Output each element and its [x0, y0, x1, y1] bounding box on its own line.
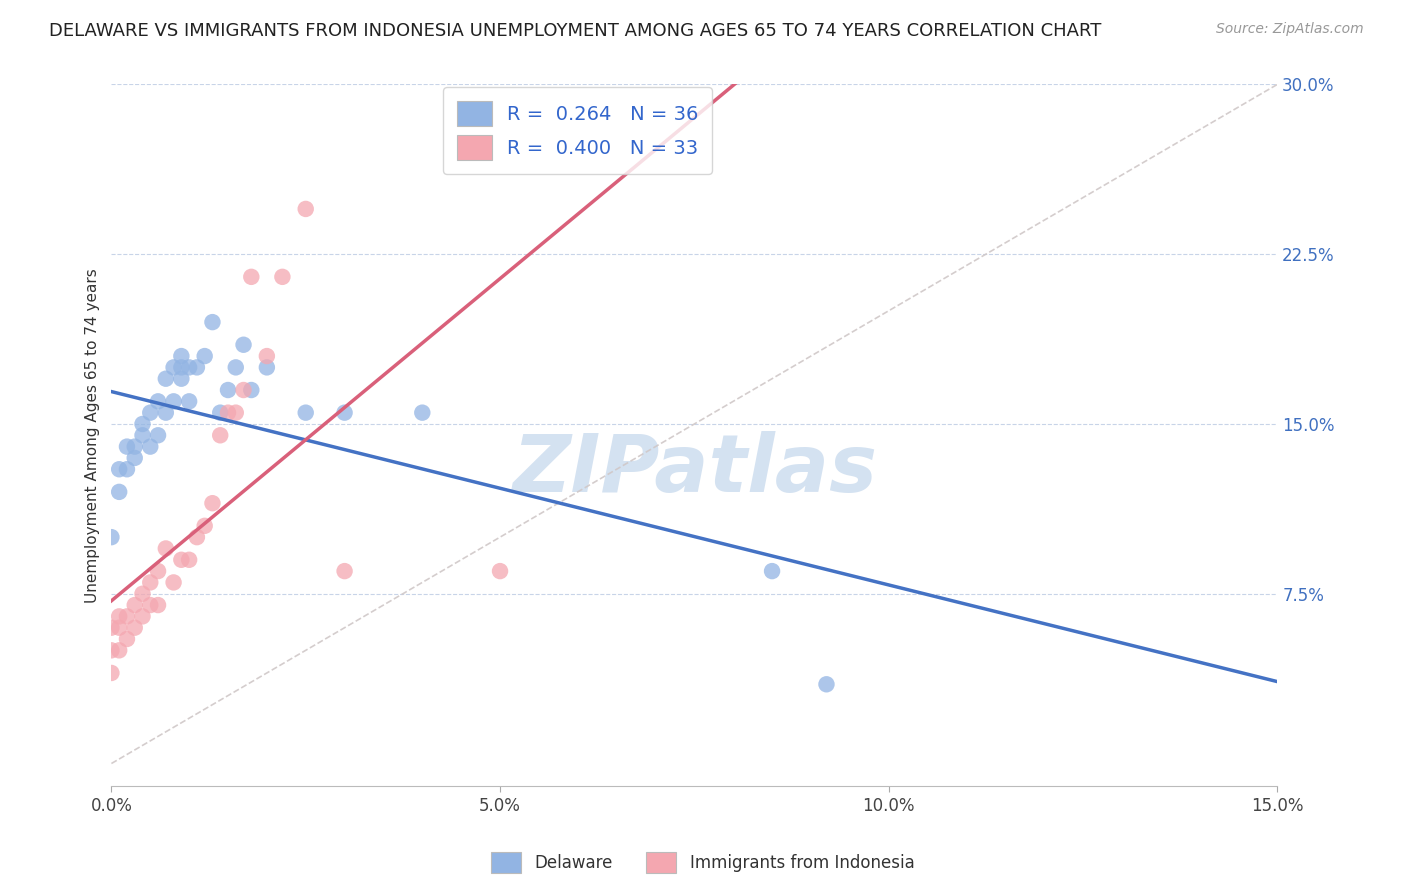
Point — [131, 428, 153, 442]
Point — [108, 484, 131, 499]
Point — [146, 394, 169, 409]
Point — [115, 440, 138, 454]
Point — [333, 564, 356, 578]
Point — [815, 677, 838, 691]
Point — [131, 587, 153, 601]
Point — [761, 564, 783, 578]
Point — [139, 575, 162, 590]
Point — [256, 349, 278, 363]
Point — [108, 462, 131, 476]
Point — [124, 621, 146, 635]
Point — [155, 406, 177, 420]
Point — [146, 598, 169, 612]
Point — [240, 269, 263, 284]
Point — [232, 383, 254, 397]
Point — [162, 394, 184, 409]
Point — [124, 450, 146, 465]
Point — [108, 609, 131, 624]
Point — [232, 337, 254, 351]
Point — [209, 406, 232, 420]
Point — [162, 575, 184, 590]
Point — [139, 406, 162, 420]
Point — [170, 349, 193, 363]
Point — [186, 360, 208, 375]
Point — [100, 530, 122, 544]
Point — [108, 621, 131, 635]
Point — [170, 372, 193, 386]
Point — [489, 564, 512, 578]
Point — [139, 440, 162, 454]
Point — [115, 462, 138, 476]
Point — [131, 609, 153, 624]
Point — [201, 315, 224, 329]
Point — [124, 440, 146, 454]
Point — [179, 394, 201, 409]
Point — [146, 428, 169, 442]
Point — [108, 643, 131, 657]
Point — [170, 553, 193, 567]
Text: ZIPatlas: ZIPatlas — [512, 432, 877, 509]
Text: DELAWARE VS IMMIGRANTS FROM INDONESIA UNEMPLOYMENT AMONG AGES 65 TO 74 YEARS COR: DELAWARE VS IMMIGRANTS FROM INDONESIA UN… — [49, 22, 1101, 40]
Point — [179, 553, 201, 567]
Point — [170, 360, 193, 375]
Point — [225, 406, 247, 420]
Point — [100, 665, 122, 680]
Point — [225, 360, 247, 375]
Point — [194, 519, 217, 533]
Point — [100, 643, 122, 657]
Point — [240, 383, 263, 397]
Point — [162, 360, 184, 375]
Point — [155, 372, 177, 386]
Point — [115, 632, 138, 646]
Point — [100, 621, 122, 635]
Point — [146, 564, 169, 578]
Point — [294, 406, 316, 420]
Legend: R =  0.264   N = 36, R =  0.400   N = 33: R = 0.264 N = 36, R = 0.400 N = 33 — [443, 87, 713, 174]
Point — [139, 598, 162, 612]
Legend: Delaware, Immigrants from Indonesia: Delaware, Immigrants from Indonesia — [485, 846, 921, 880]
Point — [194, 349, 217, 363]
Point — [217, 383, 239, 397]
Point — [256, 360, 278, 375]
Point — [294, 202, 316, 216]
Point — [179, 360, 201, 375]
Point — [115, 609, 138, 624]
Point — [124, 598, 146, 612]
Point — [201, 496, 224, 510]
Point — [186, 530, 208, 544]
Point — [333, 406, 356, 420]
Point — [217, 406, 239, 420]
Point — [411, 406, 433, 420]
Y-axis label: Unemployment Among Ages 65 to 74 years: Unemployment Among Ages 65 to 74 years — [86, 268, 100, 603]
Point — [155, 541, 177, 556]
Point — [209, 428, 232, 442]
Text: Source: ZipAtlas.com: Source: ZipAtlas.com — [1216, 22, 1364, 37]
Point — [131, 417, 153, 431]
Point — [271, 269, 294, 284]
